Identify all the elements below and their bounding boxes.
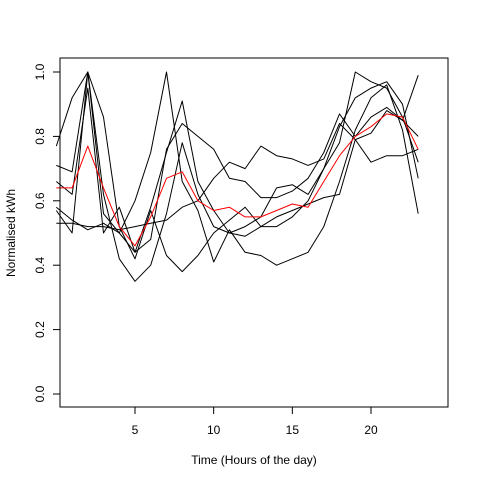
series-line-7 xyxy=(56,113,419,247)
plot-frame xyxy=(59,57,449,408)
x-tick-label: 20 xyxy=(364,423,378,437)
plot-layer xyxy=(55,71,419,282)
y-axis-title: Normalised kWh xyxy=(4,189,18,277)
y-tick-label: 0.2 xyxy=(33,321,47,338)
series-line-6 xyxy=(55,87,419,253)
series-line-2 xyxy=(55,71,419,266)
series-line-3 xyxy=(55,71,419,273)
series-line-1 xyxy=(56,71,419,282)
y-tick-label: 0.6 xyxy=(33,192,47,209)
series-line-4 xyxy=(56,75,419,231)
y-axis: 0.0 0.2 0.4 0.6 0.8 1.0 xyxy=(33,63,60,402)
series-line-5 xyxy=(55,100,419,253)
x-axis: 5 10 15 20 xyxy=(132,407,378,437)
x-tick-label: 5 xyxy=(132,423,139,437)
x-tick-label: 15 xyxy=(286,423,300,437)
y-tick-label: 0.8 xyxy=(33,128,47,145)
y-tick-label: 0.0 xyxy=(33,385,47,402)
y-tick-label: 1.0 xyxy=(33,63,47,80)
x-tick-label: 10 xyxy=(207,423,221,437)
x-axis-title: Time (Hours of the day) xyxy=(191,453,317,467)
y-tick-label: 0.4 xyxy=(33,257,47,274)
